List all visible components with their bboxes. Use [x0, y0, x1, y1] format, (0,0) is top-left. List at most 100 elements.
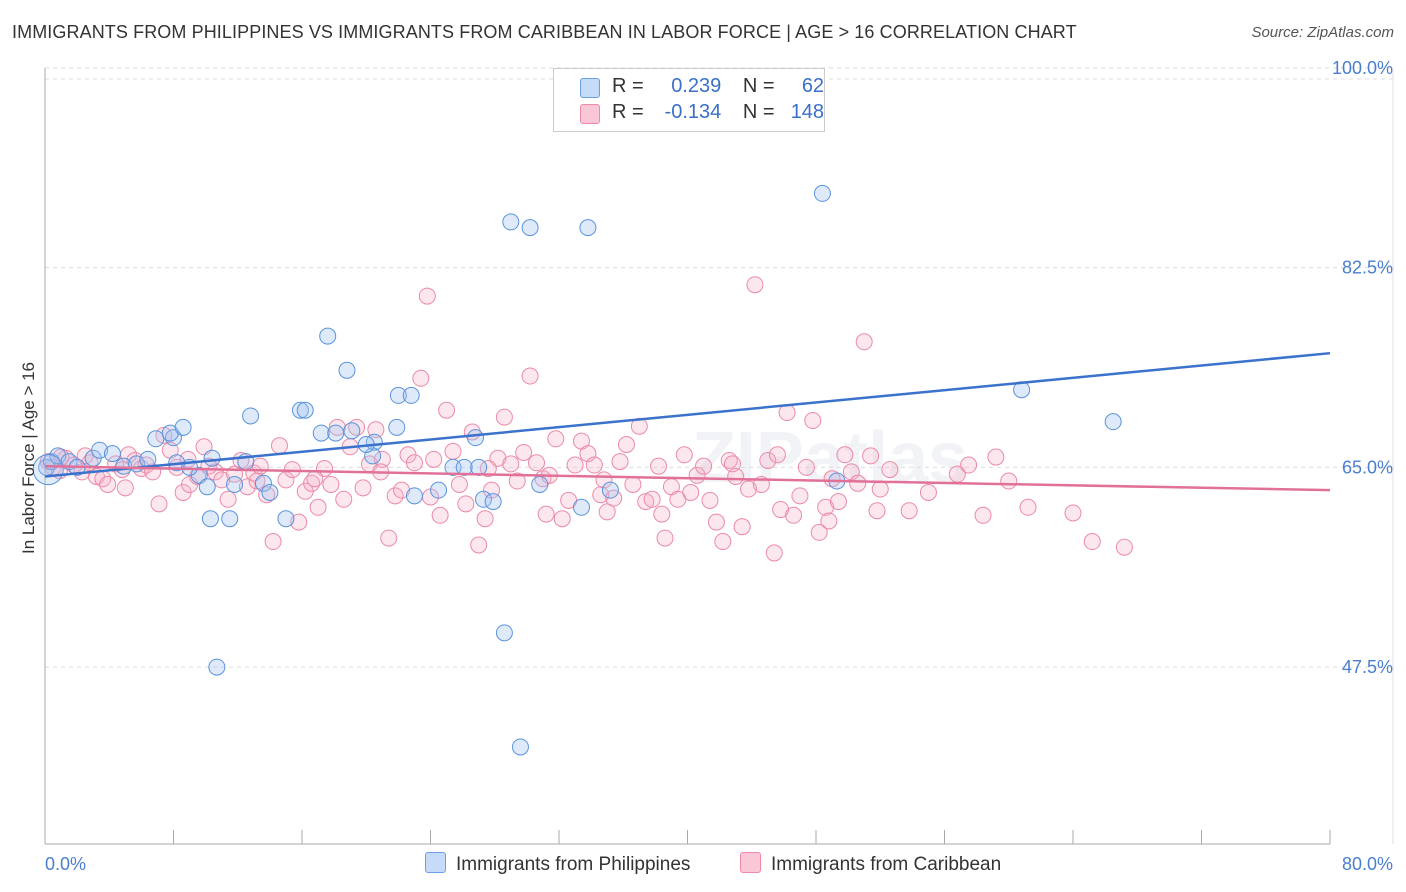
- philippines-point: [511, 738, 529, 756]
- caribbean-point: [476, 510, 494, 528]
- caribbean-point: [598, 503, 616, 521]
- caribbean-point: [804, 412, 822, 430]
- legend-caribbean: Immigrants from Caribbean: [740, 852, 1001, 876]
- caribbean-point: [470, 536, 488, 554]
- caribbean-point: [701, 491, 719, 509]
- caribbean-point: [515, 443, 533, 461]
- philippines-point: [430, 481, 448, 499]
- caribbean-point: [682, 483, 700, 501]
- caribbean-point: [617, 436, 635, 453]
- philippines-point: [261, 483, 279, 501]
- caribbean-point: [720, 451, 738, 469]
- caribbean-point: [303, 474, 321, 492]
- caribbean-point: [862, 447, 880, 465]
- caribbean-point: [868, 502, 886, 520]
- philippines-swatch: [580, 78, 600, 98]
- caribbean-point: [714, 533, 732, 551]
- caribbean-point: [740, 480, 758, 498]
- r-value: -0.134: [664, 101, 722, 123]
- caribbean-point: [1115, 538, 1133, 556]
- caribbean-point: [380, 529, 398, 547]
- philippines-point: [319, 327, 337, 345]
- philippines-point: [389, 386, 407, 404]
- y-tick-label: 65.0%: [1342, 457, 1393, 477]
- caribbean-point: [537, 505, 555, 523]
- caribbean-point: [219, 490, 237, 508]
- philippines-point: [402, 386, 420, 404]
- x-tick-label: 0.0%: [45, 854, 86, 874]
- chart-title: IMMIGRANTS FROM PHILIPPINES VS IMMIGRANT…: [12, 22, 1077, 42]
- philippines-point: [208, 658, 226, 676]
- caribbean-trend-line: [44, 464, 1331, 492]
- philippines-point: [203, 449, 221, 467]
- caribbean-point: [99, 475, 117, 493]
- philippines-point: [221, 510, 239, 528]
- caribbean-point: [960, 456, 978, 474]
- philippines-point: [91, 441, 109, 459]
- philippines-point: [277, 510, 295, 528]
- caribbean-point: [528, 454, 546, 472]
- caribbean-point: [508, 472, 526, 490]
- caribbean-point: [881, 461, 899, 479]
- caribbean-legend-label: Immigrants from Caribbean: [771, 854, 1002, 875]
- philippines-point: [49, 447, 67, 465]
- philippines-point: [254, 474, 272, 492]
- caribbean-point: [438, 401, 456, 419]
- caribbean-point: [444, 442, 462, 460]
- caribbean-point: [820, 512, 838, 530]
- caribbean-point: [367, 421, 385, 439]
- caribbean-point: [251, 457, 269, 475]
- caribbean-point: [258, 486, 276, 504]
- caribbean-point: [585, 456, 603, 474]
- philippines-point: [338, 361, 356, 379]
- philippines-point: [531, 475, 549, 493]
- source-credit: Source: ZipAtlas.com: [1251, 24, 1394, 41]
- philippines-point: [343, 422, 361, 440]
- caribbean-point: [810, 523, 828, 541]
- philippines-point: [312, 424, 330, 442]
- caribbean-point: [643, 490, 661, 508]
- philippines-point: [388, 418, 406, 436]
- philippines-legend-label: Immigrants from Philippines: [456, 854, 691, 875]
- philippines-point: [296, 401, 314, 419]
- philippines-point: [495, 624, 513, 642]
- n-label: N =: [742, 101, 775, 123]
- caribbean-point: [733, 518, 751, 536]
- philippines-point: [327, 424, 345, 442]
- caribbean-point: [309, 498, 327, 516]
- caribbean-point: [637, 493, 655, 511]
- caribbean-point: [264, 533, 282, 551]
- philippines-point: [1104, 413, 1122, 431]
- caribbean-point: [412, 369, 430, 387]
- philippines-legend-swatch: [425, 852, 446, 873]
- caribbean-point: [653, 505, 671, 523]
- data-points: [32, 184, 1133, 756]
- caribbean-point: [650, 457, 668, 475]
- n-value: 148: [790, 101, 825, 123]
- caribbean-point: [116, 479, 134, 497]
- caribbean-point: [919, 483, 937, 501]
- caribbean-point: [797, 458, 815, 476]
- philippines-point: [103, 445, 121, 463]
- philippines-point: [455, 458, 473, 476]
- n-value: 62: [801, 75, 825, 97]
- caribbean-point: [772, 501, 790, 519]
- caribbean-point: [521, 367, 539, 385]
- caribbean-point: [611, 453, 629, 471]
- caribbean-point: [290, 513, 308, 531]
- philippines-point: [484, 493, 502, 511]
- caribbean-point: [675, 446, 693, 464]
- r-label: R =: [612, 101, 644, 123]
- caribbean-point: [823, 470, 841, 488]
- caribbean-point: [1019, 498, 1037, 516]
- caribbean-legend-swatch: [740, 852, 761, 873]
- caribbean-point: [836, 446, 854, 464]
- philippines-point: [242, 407, 260, 425]
- philippines-point: [174, 418, 192, 436]
- caribbean-point: [335, 490, 353, 508]
- caribbean-point: [306, 470, 324, 488]
- caribbean-point: [386, 487, 404, 505]
- philippines-point: [466, 429, 484, 447]
- legend-philippines: Immigrants from Philippines: [425, 852, 690, 876]
- caribbean-point: [727, 467, 745, 485]
